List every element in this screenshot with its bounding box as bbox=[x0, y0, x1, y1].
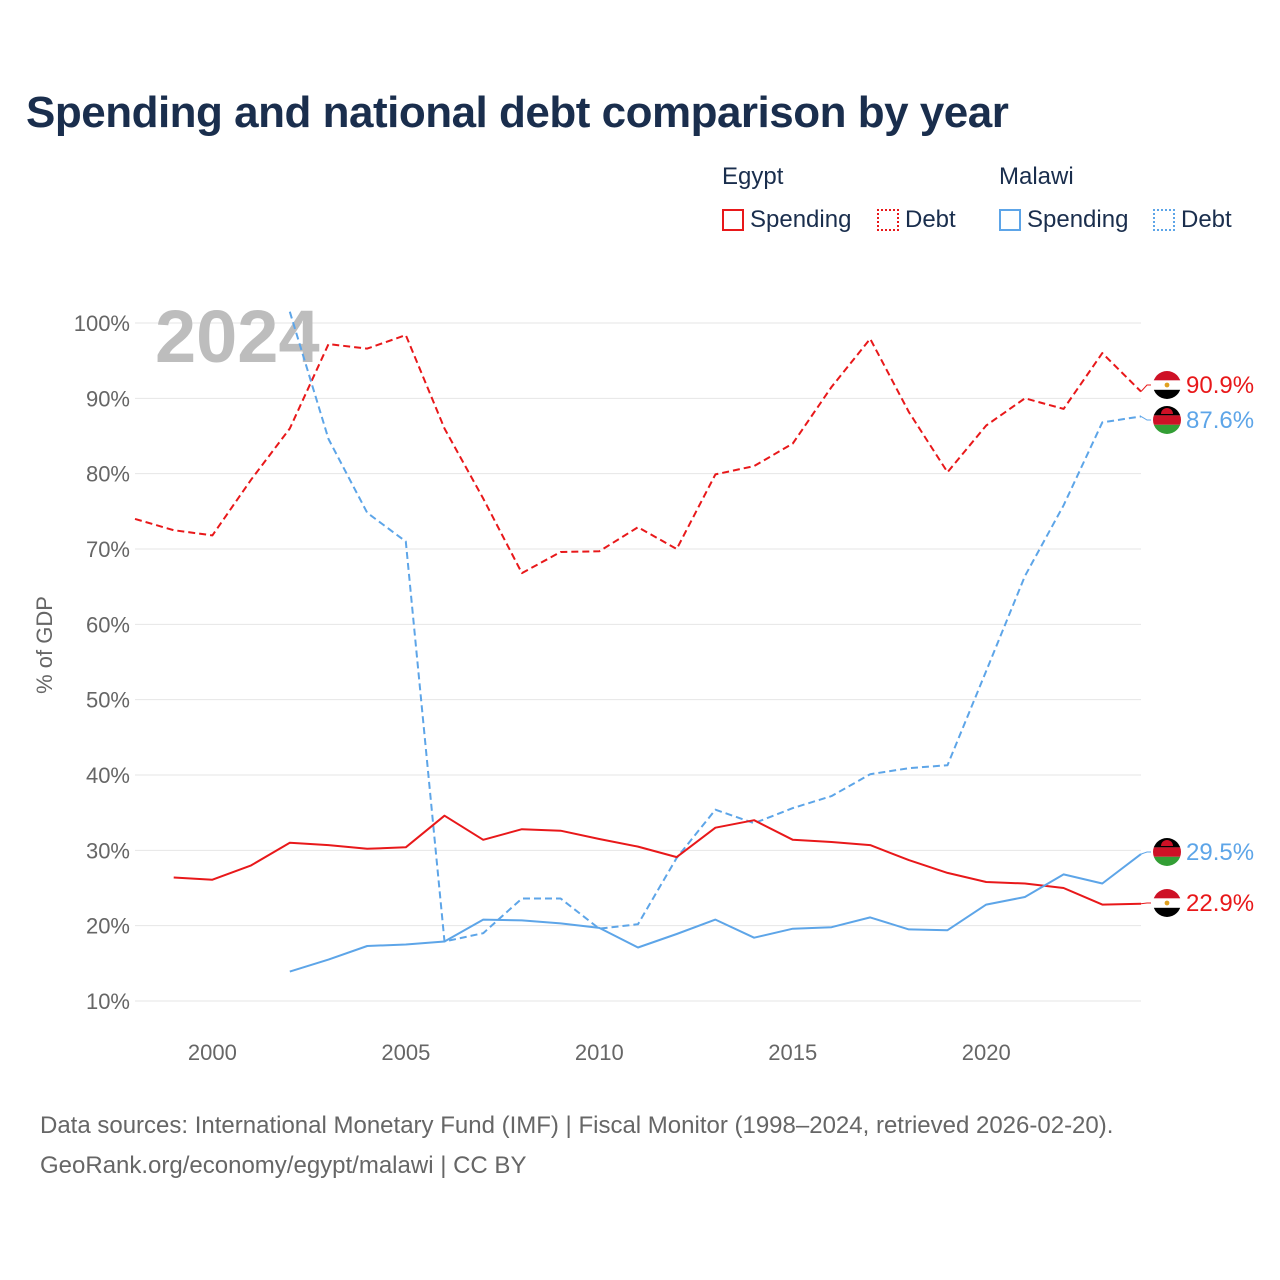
x-tick-label: 2020 bbox=[962, 1040, 1011, 1065]
end-value-label: 22.9% bbox=[1186, 890, 1254, 917]
y-axis-label: % of GDP bbox=[32, 596, 57, 694]
end-label-connector bbox=[1140, 851, 1151, 855]
y-tick-label: 60% bbox=[86, 612, 130, 637]
y-tick-label: 50% bbox=[86, 688, 130, 713]
x-tick-label: 2010 bbox=[575, 1040, 624, 1065]
malawi-flag-icon bbox=[1153, 838, 1181, 866]
footer-link[interactable]: GeoRank.org/economy/egypt/malawi | CC BY bbox=[40, 1152, 527, 1179]
legend-malawi-debt[interactable]: Debt bbox=[1153, 205, 1232, 235]
legend-malawi-spending[interactable]: Spending bbox=[999, 205, 1128, 235]
legend-label-egypt-debt: Debt bbox=[905, 206, 956, 233]
legend-egypt-debt[interactable]: Debt bbox=[877, 205, 956, 235]
legend-label-malawi-spending: Spending bbox=[1027, 206, 1129, 233]
series-line-egypt-spending[interactable] bbox=[173, 814, 1142, 906]
legend-swatch-egypt-debt bbox=[877, 209, 899, 231]
chart-title: Spending and national debt comparison by… bbox=[26, 88, 1009, 137]
y-tick-label: 90% bbox=[86, 386, 130, 411]
end-value-label: 87.6% bbox=[1186, 407, 1254, 434]
legend-swatch-malawi-debt bbox=[1153, 209, 1175, 231]
legend-egypt-title: Egypt bbox=[722, 163, 784, 190]
end-value-label: 29.5% bbox=[1186, 839, 1254, 866]
legend-swatch-malawi-spending bbox=[999, 209, 1021, 231]
legend-malawi-title: Malawi bbox=[999, 163, 1074, 190]
legend-label-malawi-debt: Debt bbox=[1181, 206, 1232, 233]
x-tick-label: 2005 bbox=[381, 1040, 430, 1065]
footer-sources: Data sources: International Monetary Fun… bbox=[40, 1112, 1114, 1139]
year-watermark: 2024 bbox=[155, 295, 320, 378]
legend-swatch-egypt-spending bbox=[722, 209, 744, 231]
egypt-flag-icon bbox=[1153, 371, 1181, 399]
end-label-connector bbox=[1140, 384, 1151, 392]
legend-egypt-spending[interactable]: Spending bbox=[722, 205, 851, 235]
malawi-flag-icon bbox=[1153, 406, 1181, 434]
legend-label-egypt-spending: Spending bbox=[750, 206, 852, 233]
x-tick-label: 2000 bbox=[188, 1040, 237, 1065]
y-tick-label: 100% bbox=[74, 311, 130, 336]
end-label-connector bbox=[1140, 415, 1151, 421]
y-tick-label: 80% bbox=[86, 462, 130, 487]
footer: Data sources: International Monetary Fun… bbox=[40, 1106, 1113, 1186]
series-line-egypt-debt[interactable] bbox=[134, 334, 1142, 575]
series-line-malawi-spending[interactable] bbox=[289, 853, 1142, 973]
egypt-flag-icon bbox=[1153, 889, 1181, 917]
series-line-malawi-debt[interactable] bbox=[288, 311, 1142, 943]
end-value-label: 90.9% bbox=[1186, 372, 1254, 399]
y-tick-label: 40% bbox=[86, 763, 130, 788]
y-tick-label: 30% bbox=[86, 838, 130, 863]
x-tick-label: 2015 bbox=[768, 1040, 817, 1065]
y-tick-label: 10% bbox=[86, 989, 130, 1014]
y-tick-label: 20% bbox=[86, 914, 130, 939]
end-label-connector bbox=[1140, 902, 1151, 905]
y-tick-label: 70% bbox=[86, 537, 130, 562]
